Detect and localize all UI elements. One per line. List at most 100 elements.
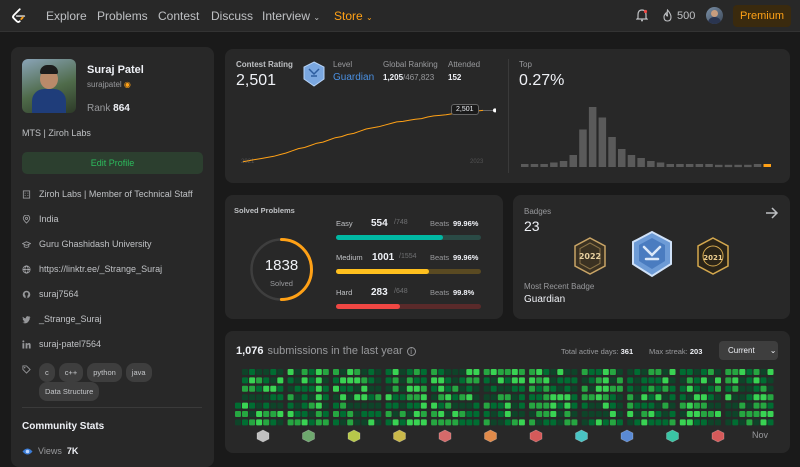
heatmap-cell [768, 419, 774, 425]
monthly-badge-icon[interactable] [621, 430, 633, 442]
heatmap-cell [694, 377, 700, 383]
heatmap-cell [603, 386, 609, 392]
heatmap-cell [536, 394, 542, 400]
bell-icon[interactable] [636, 9, 648, 22]
submission-heatmap[interactable] [235, 369, 783, 431]
monthly-badge-icon[interactable] [439, 430, 451, 442]
tag-chip[interactable]: Data Structure [39, 382, 99, 401]
heatmap-cell [452, 369, 458, 375]
heatmap-cell [768, 369, 774, 375]
heatmap-cell [302, 369, 308, 375]
period-dropdown[interactable]: Current ⌄ [719, 341, 778, 360]
heatmap-cell [610, 419, 616, 425]
heatmap-cell [617, 411, 623, 417]
heatmap-cell [361, 394, 367, 400]
avatar[interactable] [706, 7, 723, 24]
heatmap-cell [739, 403, 745, 409]
arrow-right-icon[interactable] [765, 207, 779, 219]
heatmap-cell [680, 377, 686, 383]
tag-chip[interactable]: c [39, 363, 55, 382]
edit-profile-button[interactable]: Edit Profile [22, 152, 203, 174]
info-icon[interactable]: i [407, 347, 416, 356]
heatmap-cell [739, 369, 745, 375]
nav-store[interactable]: Store ⌄ [334, 9, 373, 23]
monthly-badge-icon[interactable] [348, 430, 360, 442]
monthly-badge-icon[interactable] [712, 430, 724, 442]
tag-chip[interactable]: python [87, 363, 122, 382]
nav-problems[interactable]: Problems [97, 9, 148, 23]
heatmap-cell [302, 394, 308, 400]
tag-chip[interactable]: c++ [59, 363, 84, 382]
heatmap-cell [655, 377, 661, 383]
building-icon [22, 190, 31, 199]
top-percent-bar-chart[interactable] [521, 101, 777, 171]
leetcode-logo-icon[interactable] [10, 7, 28, 25]
heatmap-cell [393, 377, 399, 383]
heatmap-cell [680, 394, 686, 400]
monthly-badge-icon[interactable] [530, 430, 542, 442]
nav-interview[interactable]: Interview ⌄ [262, 9, 320, 23]
monthly-badge-icon[interactable] [394, 430, 406, 442]
monthly-badge-icon[interactable] [257, 430, 269, 442]
heatmap-cell [550, 411, 556, 417]
detail-twitter-text[interactable]: _Strange_Suraj [39, 314, 102, 324]
tag-chip[interactable]: java [126, 363, 152, 382]
heatmap-cell [249, 419, 255, 425]
heatmap-cell [288, 419, 294, 425]
detail-website[interactable]: https://linktr.ee/_Strange_Suraj [22, 264, 162, 274]
heatmap-cell [256, 377, 262, 383]
heatmap-cell [498, 403, 504, 409]
coin-count[interactable]: 500 [677, 10, 695, 22]
annual-badge-2021-icon[interactable]: 2021 [695, 237, 731, 275]
detail-github-text[interactable]: suraj7564 [39, 289, 79, 299]
heatmap-cell [701, 369, 707, 375]
beats-value: 99.96% [453, 219, 478, 228]
heatmap-cell [715, 386, 721, 392]
detail-github[interactable]: suraj7564 [22, 289, 79, 299]
heatmap-cell [694, 386, 700, 392]
heatmap-cell [610, 377, 616, 383]
heatmap-cell [571, 403, 577, 409]
heatmap-cell [484, 386, 490, 392]
guardian-badge-large-icon[interactable] [630, 230, 674, 278]
heatmap-cell [288, 386, 294, 392]
nav-explore[interactable]: Explore [46, 9, 87, 23]
nav-contest[interactable]: Contest [158, 9, 199, 23]
heatmap-cell [438, 369, 444, 375]
submissions-card: 1,076 submissions in the last year i Tot… [225, 331, 790, 453]
heatmap-cell [445, 419, 451, 425]
heatmap-cell [263, 419, 269, 425]
detail-twitter[interactable]: _Strange_Suraj [22, 314, 102, 324]
premium-button[interactable]: Premium [733, 5, 791, 27]
heatmap-cell [543, 394, 549, 400]
heatmap-cell [670, 394, 676, 400]
heatmap-cell [354, 411, 360, 417]
monthly-badge-icon[interactable] [303, 430, 315, 442]
monthly-badge-icon[interactable] [667, 430, 679, 442]
heatmap-cell [421, 386, 427, 392]
heatmap-cell [694, 369, 700, 375]
heatmap-cell [466, 403, 472, 409]
detail-linkedin[interactable]: suraj-patel7564 [22, 339, 101, 349]
github-icon [22, 290, 31, 299]
detail-linkedin-text[interactable]: suraj-patel7564 [39, 339, 101, 349]
heatmap-cell [582, 377, 588, 383]
heatmap-cell [354, 386, 360, 392]
detail-website-text[interactable]: https://linktr.ee/_Strange_Suraj [39, 264, 162, 274]
heatmap-cell [512, 411, 518, 417]
heatmap-cell [431, 403, 437, 409]
heatmap-cell [680, 419, 686, 425]
heatmap-cell [445, 369, 451, 375]
level-label: Level [333, 60, 352, 69]
heatmap-cell [754, 394, 760, 400]
heatmap-cell [445, 411, 451, 417]
heatmap-cell [564, 403, 570, 409]
heatmap-cell [596, 386, 602, 392]
nav-discuss[interactable]: Discuss [211, 9, 253, 23]
heatmap-cell [249, 377, 255, 383]
heatmap-cell [529, 419, 535, 425]
monthly-badge-icon[interactable] [485, 430, 497, 442]
heatmap-cell [277, 369, 283, 375]
monthly-badge-icon[interactable] [576, 430, 588, 442]
annual-badge-2022-icon[interactable]: 2022 [572, 237, 608, 275]
